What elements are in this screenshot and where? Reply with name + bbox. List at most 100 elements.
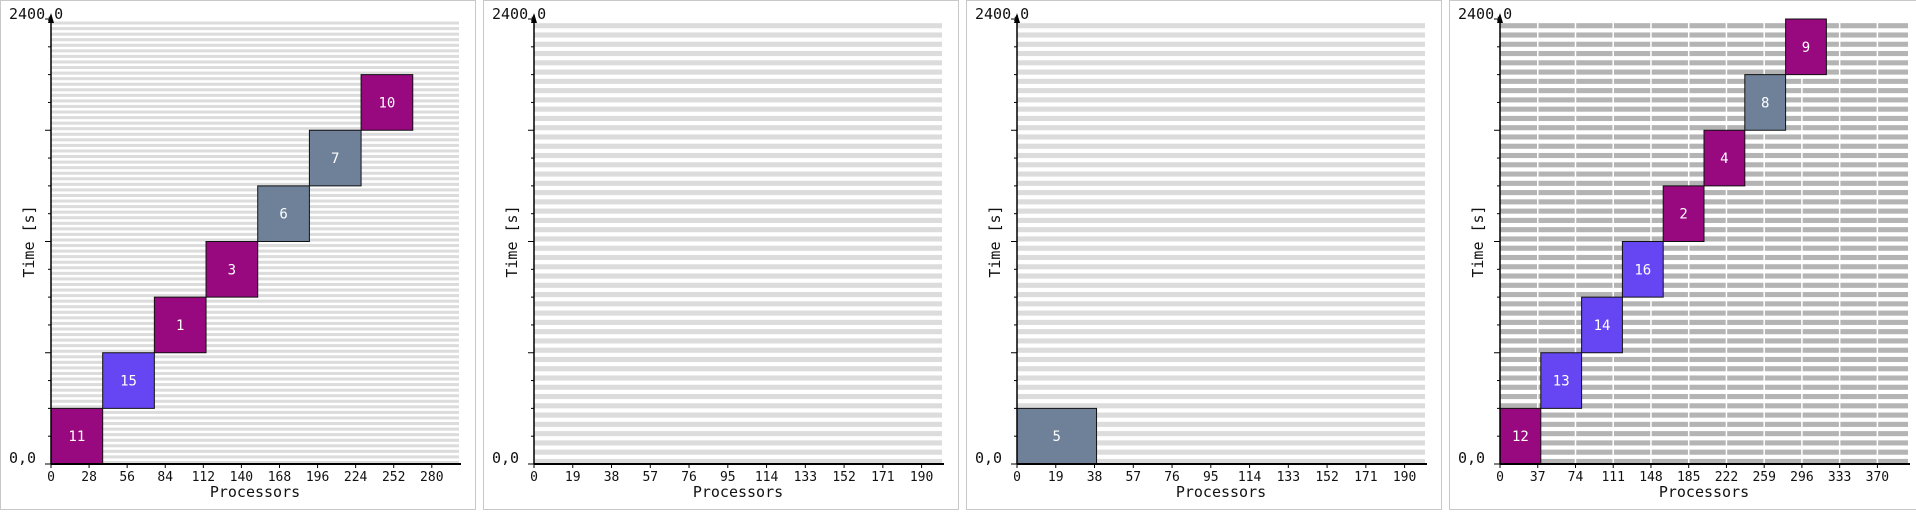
grid-stripe xyxy=(1017,162,1425,168)
y-axis-label: Time [s] xyxy=(503,205,521,277)
job-block xyxy=(1540,352,1583,409)
grid-stripe xyxy=(534,208,942,214)
x-tick-label: 280 xyxy=(420,470,443,485)
grid-stripe xyxy=(51,116,459,120)
x-tick-label: 37 xyxy=(1530,470,1546,485)
grid-stripe xyxy=(534,319,942,325)
job-block xyxy=(1621,241,1664,298)
origin-label: 0,0 xyxy=(975,449,1002,467)
grid-stripe xyxy=(1017,23,1425,29)
grid-stripe xyxy=(51,460,459,464)
grid-stripe xyxy=(1017,125,1425,131)
x-tick-label: 171 xyxy=(1354,470,1377,485)
job-label: 15 xyxy=(120,374,137,390)
job-block xyxy=(1499,407,1542,465)
grid-stripe xyxy=(1500,60,1908,66)
x-tick-label: 76 xyxy=(1164,470,1180,485)
y-max-label: 2400,0 xyxy=(9,5,63,23)
grid-stripe xyxy=(1500,319,1908,325)
grid-stripe xyxy=(51,182,459,186)
schedule-chart: 0 19 38 57 76 95 114 133 152 171 190 2400,0 0,0 Proce… xyxy=(492,5,944,501)
grid-stripe xyxy=(1500,292,1908,298)
grid-stripes xyxy=(534,23,942,464)
axes: 0 19 38 57 76 95 114 133 152 171 190 xyxy=(1011,13,1427,485)
x-tick-label: 152 xyxy=(1315,470,1338,485)
grid-stripe xyxy=(51,160,459,164)
grid-stripe xyxy=(1017,384,1425,390)
x-tick-label: 56 xyxy=(119,470,135,485)
job-label: 3 xyxy=(228,262,236,278)
job-label: 2 xyxy=(1679,207,1687,223)
grid-stripe xyxy=(1017,134,1425,140)
grid-stripe xyxy=(1017,60,1425,66)
job-block xyxy=(102,352,155,409)
grid-stripe xyxy=(1017,78,1425,84)
grid-stripe xyxy=(51,27,459,31)
x-tick-label: 224 xyxy=(344,470,368,485)
x-tick-label: 19 xyxy=(565,470,581,485)
grid-stripe xyxy=(534,264,942,270)
grid-stripe xyxy=(1500,125,1908,131)
job-label: 7 xyxy=(331,151,339,167)
grid-stripe xyxy=(51,344,459,348)
x-tick-label: 0 xyxy=(1013,470,1021,485)
grid-stripe xyxy=(534,254,942,261)
grid-stripe xyxy=(1500,394,1908,400)
grid-stripe xyxy=(1017,282,1425,288)
jobs: 11 15 1 3 6 7 10 xyxy=(50,74,414,465)
x-axis-label: Processors xyxy=(1176,483,1266,501)
grid-stripe xyxy=(1017,356,1425,363)
grid-stripe xyxy=(1017,143,1425,149)
grid-stripe xyxy=(1017,375,1425,381)
grid-stripe xyxy=(534,88,942,94)
x-tick-label: 148 xyxy=(1639,470,1662,485)
grid-stripe xyxy=(534,301,942,307)
job-label: 11 xyxy=(68,429,85,445)
job-block xyxy=(1703,129,1746,187)
grid-stripe xyxy=(534,356,942,363)
job-label: 8 xyxy=(1761,95,1769,111)
grid-stripe xyxy=(51,177,459,181)
grid-stripe xyxy=(51,405,459,409)
grid-stripe xyxy=(51,93,459,97)
x-tick-label: 190 xyxy=(1393,470,1416,485)
x-tick-label: 38 xyxy=(1087,470,1103,485)
grid-stripe xyxy=(534,32,942,38)
grid-stripe xyxy=(51,210,459,214)
grid-stripe xyxy=(1017,366,1425,372)
job-block xyxy=(153,296,207,354)
grid-stripe xyxy=(1017,171,1425,177)
grid-stripe xyxy=(1017,180,1425,186)
grid-stripe xyxy=(1017,310,1425,316)
grid-stripe xyxy=(1017,292,1425,298)
grid-stripe xyxy=(1500,412,1908,418)
x-tick-label: 152 xyxy=(832,470,855,485)
grid-stripe xyxy=(534,431,942,437)
grid-stripe xyxy=(1500,88,1908,94)
grid-stripe xyxy=(534,134,942,140)
grid-stripe xyxy=(1017,106,1425,112)
grid-stripe xyxy=(534,245,942,251)
grid-stripe xyxy=(1017,440,1425,446)
grid-stripe xyxy=(51,121,459,125)
x-tick-label: 333 xyxy=(1828,470,1851,485)
x-tick-label: 28 xyxy=(81,470,97,485)
grid-stripe xyxy=(1500,78,1908,84)
job-block xyxy=(50,407,104,465)
grid-stripe xyxy=(534,106,942,112)
grid-stripe xyxy=(51,327,459,331)
x-tick-label: 370 xyxy=(1866,470,1889,485)
grid-stripe xyxy=(1500,440,1908,446)
x-tick-label: 133 xyxy=(1277,470,1300,485)
grid-stripe xyxy=(51,171,459,175)
grid-stripe xyxy=(51,377,459,381)
grid-stripe xyxy=(534,282,942,288)
grid-stripe xyxy=(51,355,459,359)
schedule-panel-3: 5 0 19 38 57 76 95 114 133 152 171 190 2400,0 0,0 Proc… xyxy=(966,0,1442,510)
grid-stripe xyxy=(534,23,942,29)
x-tick-label: 38 xyxy=(604,470,620,485)
grid-stripe xyxy=(1017,449,1425,455)
grid-stripe xyxy=(51,366,459,370)
x-tick-label: 0 xyxy=(530,470,538,485)
origin-label: 0,0 xyxy=(1458,449,1485,467)
